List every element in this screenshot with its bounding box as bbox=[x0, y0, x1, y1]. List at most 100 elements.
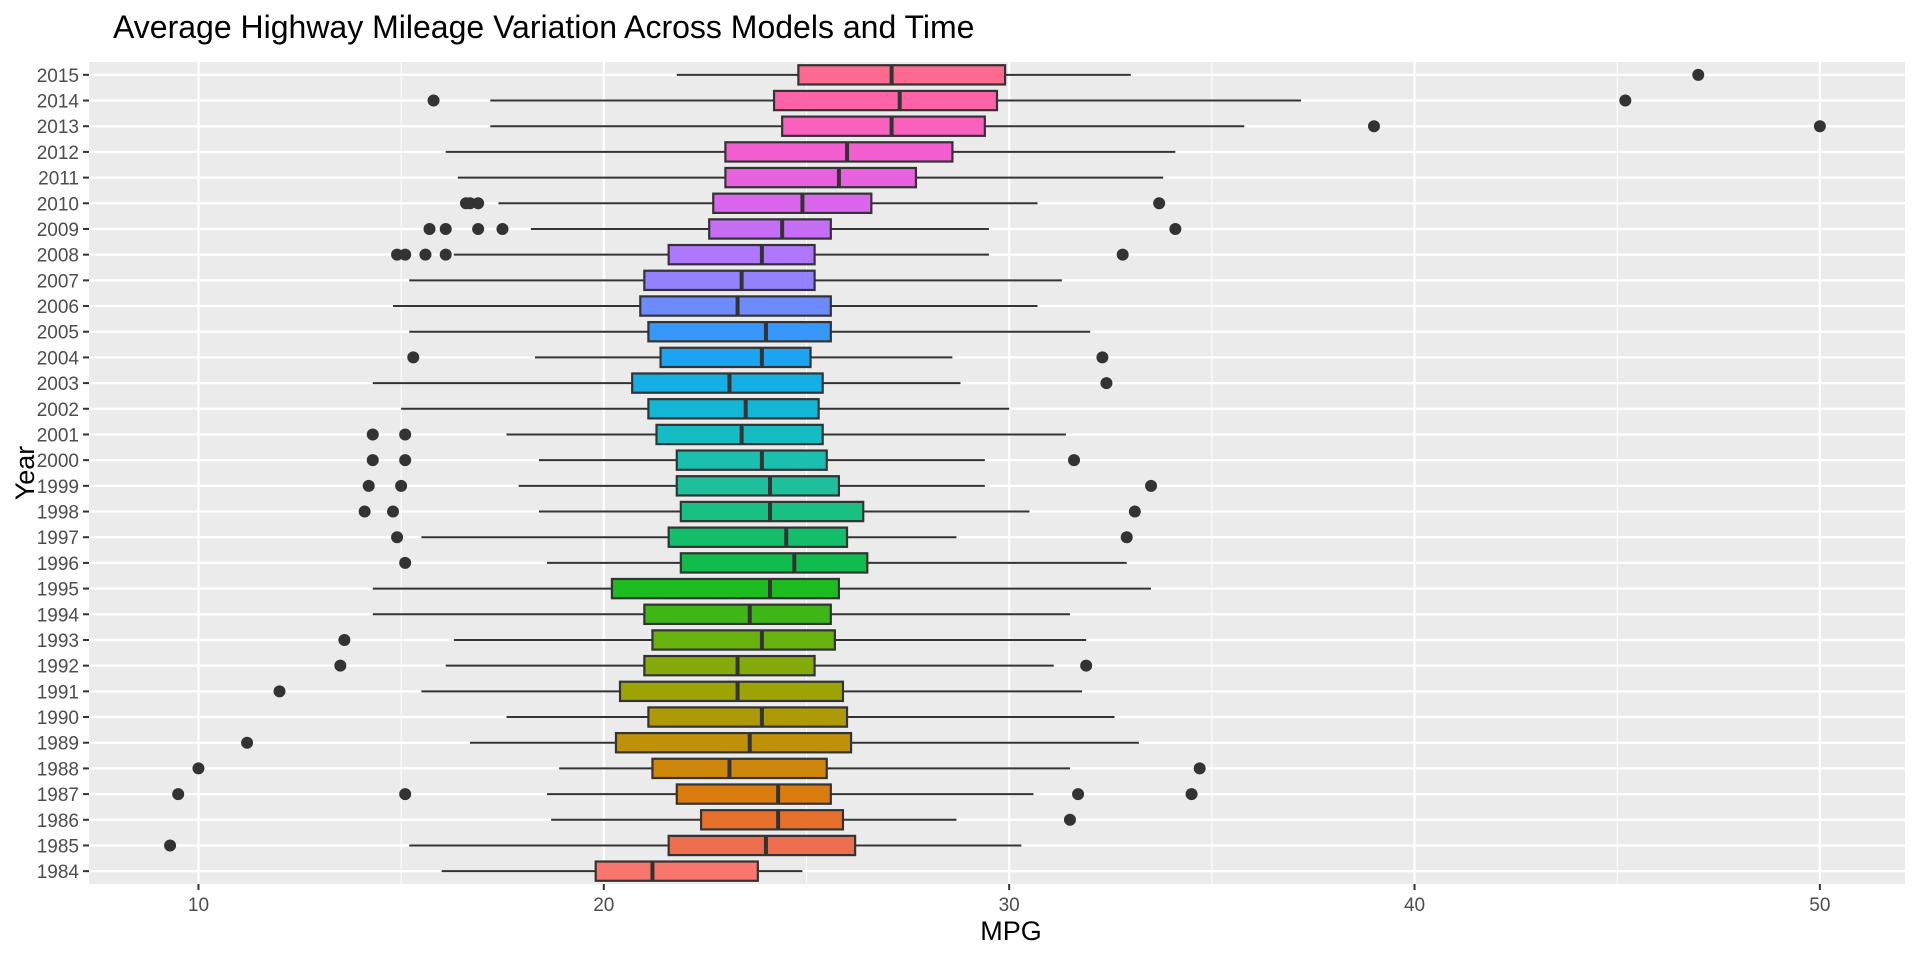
box-iqr bbox=[618, 680, 845, 703]
outlier-point bbox=[172, 788, 185, 801]
box-2014 bbox=[427, 89, 1632, 112]
box-1986 bbox=[551, 809, 1076, 831]
outlier-point bbox=[1619, 94, 1632, 107]
outlier-point bbox=[1080, 659, 1093, 672]
y-tick-label: 1988 bbox=[37, 759, 79, 780]
box-iqr bbox=[643, 603, 832, 626]
outlier-point bbox=[1120, 531, 1133, 544]
box-iqr bbox=[614, 731, 853, 754]
outlier-point bbox=[496, 222, 509, 235]
outlier-point bbox=[192, 762, 205, 775]
box-1996 bbox=[399, 552, 1127, 574]
outlier-point bbox=[419, 248, 432, 261]
box-2010 bbox=[459, 192, 1166, 215]
box-2006 bbox=[393, 295, 1038, 317]
box-2004 bbox=[407, 346, 1109, 369]
box-2000 bbox=[366, 449, 1081, 471]
box-iqr bbox=[643, 654, 816, 677]
y-tick-label: 2009 bbox=[37, 220, 79, 241]
y-tick-label: 1985 bbox=[37, 836, 79, 857]
box-1992 bbox=[334, 654, 1093, 677]
y-tick-label: 2011 bbox=[38, 169, 79, 190]
outlier-point bbox=[334, 659, 347, 672]
box-iqr bbox=[594, 860, 759, 882]
box-1995 bbox=[372, 577, 1152, 600]
outlier-point bbox=[423, 222, 436, 235]
outlier-point bbox=[1116, 248, 1129, 261]
box-iqr bbox=[675, 783, 832, 805]
outlier-point bbox=[399, 428, 412, 441]
y-tick-label: 2015 bbox=[37, 66, 79, 87]
y-tick-label: 2007 bbox=[37, 271, 79, 292]
box-1990 bbox=[506, 706, 1115, 728]
y-axis: 1984 1985 1986 1987 1988 1989 1990 1991 1992 1993… bbox=[37, 66, 89, 883]
y-tick-label: 2005 bbox=[37, 323, 79, 344]
box-iqr bbox=[647, 320, 832, 343]
box-iqr bbox=[643, 269, 816, 292]
y-tick-label: 2010 bbox=[37, 194, 79, 215]
y-tick-label: 2013 bbox=[37, 117, 79, 138]
outlier-point bbox=[399, 556, 412, 569]
box-iqr bbox=[655, 423, 824, 446]
outlier-point bbox=[1128, 505, 1141, 518]
box-1988 bbox=[192, 757, 1206, 780]
y-tick-label: 1997 bbox=[37, 528, 79, 549]
box-2005 bbox=[409, 320, 1091, 343]
box-2003 bbox=[372, 372, 1113, 394]
box-iqr bbox=[708, 218, 832, 240]
outlier-point bbox=[1063, 813, 1076, 826]
box-iqr bbox=[667, 526, 849, 548]
box-2001 bbox=[366, 423, 1066, 446]
x-axis-title: MPG bbox=[980, 916, 1042, 946]
box-iqr bbox=[724, 166, 918, 189]
box-2008 bbox=[391, 243, 1129, 266]
y-tick-label: 1989 bbox=[37, 734, 79, 755]
y-tick-label: 1994 bbox=[37, 605, 80, 626]
box-2013 bbox=[490, 115, 1826, 137]
box-1989 bbox=[241, 731, 1139, 754]
outlier-point bbox=[407, 351, 420, 364]
box-1997 bbox=[391, 526, 1133, 548]
outlier-point bbox=[338, 633, 351, 646]
y-tick-label: 2000 bbox=[37, 451, 79, 472]
box-iqr bbox=[675, 475, 841, 497]
box-2015 bbox=[676, 64, 1705, 86]
y-tick-label: 1995 bbox=[37, 580, 79, 601]
box-iqr bbox=[651, 629, 836, 651]
box-1993 bbox=[338, 629, 1087, 651]
outlier-point bbox=[391, 531, 404, 544]
outlier-point bbox=[241, 736, 254, 749]
y-tick-label: 2001 bbox=[37, 425, 79, 446]
y-tick-label: 1987 bbox=[37, 785, 79, 806]
outlier-point bbox=[387, 505, 400, 518]
box-iqr bbox=[675, 449, 828, 471]
y-tick-label: 1986 bbox=[37, 811, 79, 832]
box-iqr bbox=[772, 89, 999, 112]
box-iqr bbox=[639, 295, 832, 317]
outlier-point bbox=[273, 685, 286, 698]
box-iqr bbox=[651, 757, 828, 780]
outlier-point bbox=[472, 197, 485, 210]
box-iqr bbox=[610, 577, 841, 600]
outlier-point bbox=[427, 94, 440, 107]
outlier-point bbox=[399, 454, 412, 467]
x-tick-label: 40 bbox=[1404, 895, 1425, 916]
y-tick-label: 2003 bbox=[37, 374, 79, 395]
outlier-point bbox=[362, 479, 375, 492]
box-1985 bbox=[164, 834, 1022, 857]
x-axis: 10 20 30 40 50 bbox=[188, 884, 1830, 916]
y-tick-label: 2002 bbox=[37, 400, 79, 421]
box-iqr bbox=[781, 115, 986, 137]
outlier-point bbox=[1692, 68, 1705, 81]
box-iqr bbox=[724, 141, 954, 163]
plot-panel bbox=[89, 62, 1905, 884]
y-tick-label: 1992 bbox=[37, 657, 79, 678]
box-iqr bbox=[667, 834, 857, 857]
outlier-point bbox=[1153, 197, 1166, 210]
outlier-point bbox=[1193, 762, 1206, 775]
box-1991 bbox=[273, 680, 1083, 703]
outlier-point bbox=[395, 479, 408, 492]
outlier-point bbox=[439, 248, 452, 261]
box-1994 bbox=[372, 603, 1070, 626]
